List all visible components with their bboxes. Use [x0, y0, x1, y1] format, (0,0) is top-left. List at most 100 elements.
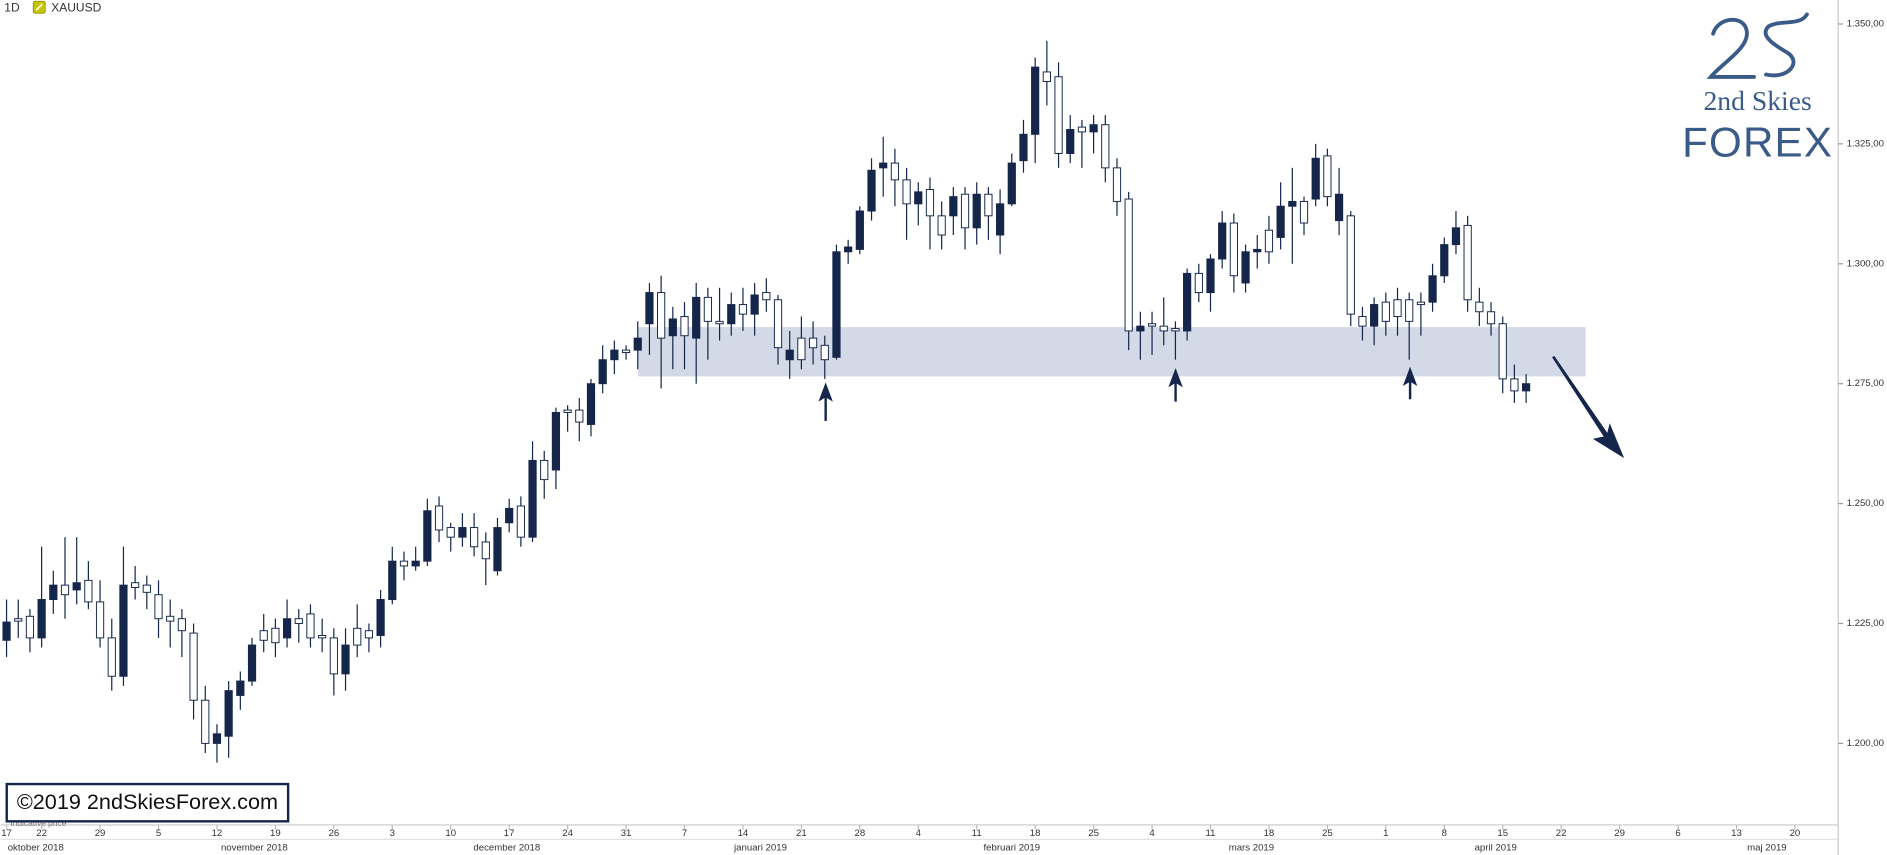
candle-body — [294, 618, 303, 624]
candle-body — [937, 215, 946, 236]
candle-body — [598, 359, 607, 385]
x-tick-label: 29 — [95, 828, 106, 839]
candle-body — [586, 383, 596, 425]
candle-body — [72, 582, 81, 591]
candle-body — [1393, 299, 1402, 318]
candle-body — [364, 630, 374, 639]
x-tick-label: 17 — [504, 828, 515, 839]
candle-body — [1112, 167, 1122, 202]
candle-body — [470, 527, 479, 548]
x-tick-label: 1 — [1383, 828, 1388, 839]
candle-body — [1019, 133, 1028, 162]
candle-body — [621, 349, 631, 353]
candle-body — [1054, 76, 1063, 154]
candle-body — [762, 292, 771, 301]
candle-body — [247, 644, 257, 682]
candle-body — [820, 344, 829, 361]
copyright-box — [5, 782, 290, 823]
candle-body — [703, 296, 712, 322]
candle-body — [1183, 272, 1192, 332]
candle-body — [154, 594, 163, 620]
x-tick-label: 11 — [1206, 828, 1216, 839]
candle-body — [750, 294, 759, 315]
month-label: maj 2019 — [1747, 842, 1787, 853]
candle-body — [318, 635, 327, 639]
candle-body — [259, 630, 268, 641]
x-tick-label: 7 — [682, 828, 687, 839]
candle-body — [376, 599, 385, 636]
candle-body — [610, 349, 619, 361]
y-tick-label: 1.300,00 — [1847, 258, 1884, 269]
candle-body — [879, 162, 888, 169]
candle-body — [1147, 323, 1157, 327]
candle-body — [329, 637, 338, 675]
symbol-icon-glyph — [35, 3, 43, 11]
logo-mark — [1706, 12, 1809, 79]
x-tick-label: 12 — [212, 828, 223, 839]
logo-stroke — [1706, 17, 1756, 79]
x-tick-label: 13 — [1731, 828, 1742, 839]
month-label: april 2019 — [1475, 842, 1517, 853]
candle-body — [633, 337, 642, 351]
x-tick-label: 22 — [1556, 828, 1567, 839]
candle-body — [282, 618, 292, 639]
x-tick-label: 4 — [916, 828, 922, 839]
x-tick-label: 18 — [1030, 828, 1041, 839]
x-tick-label: 21 — [796, 828, 807, 839]
candle-body — [1089, 124, 1098, 133]
candle-body — [984, 193, 993, 217]
candle-body — [1229, 222, 1238, 277]
candle-body — [1440, 244, 1449, 277]
candle-body — [738, 304, 748, 315]
candle-body — [1428, 275, 1437, 303]
candle-body — [797, 337, 806, 361]
x-tick-label: 11 — [972, 828, 982, 839]
x-tick-label: 29 — [1614, 828, 1625, 839]
candle-body — [2, 621, 11, 641]
candle-body — [423, 510, 432, 562]
x-tick-label: 6 — [1675, 828, 1680, 839]
candle-body — [1498, 323, 1507, 380]
x-tick-label: 17 — [1, 828, 12, 839]
candle-body — [177, 618, 186, 632]
candle-body — [528, 459, 537, 538]
candle-body — [949, 196, 958, 217]
candle-body — [388, 560, 397, 600]
y-tick-label: 1.225,00 — [1847, 618, 1884, 629]
candle-body — [95, 601, 105, 639]
candle-body — [1334, 193, 1344, 222]
candle-body — [668, 318, 677, 337]
candle-body — [645, 292, 654, 325]
candle-body — [1124, 198, 1133, 332]
candle-body — [25, 615, 35, 639]
y-tick-label: 1.325,00 — [1847, 138, 1884, 149]
candle-body — [925, 188, 935, 217]
candle-body — [481, 541, 490, 560]
candle-body — [341, 644, 350, 675]
brand-forex: FOREX — [1682, 119, 1833, 166]
candle-body — [1311, 157, 1320, 200]
candle-body — [1323, 155, 1332, 198]
candle-body — [832, 251, 841, 358]
candle-body — [727, 304, 736, 325]
x-tick-label: 15 — [1497, 828, 1508, 839]
candle-body — [844, 246, 853, 253]
candle-body — [680, 316, 689, 337]
candle-body — [563, 409, 572, 413]
x-tick-label: 19 — [270, 828, 281, 839]
candle-body — [434, 505, 444, 531]
candle-body — [1381, 301, 1390, 322]
candle-body — [1510, 378, 1519, 392]
candle-body — [458, 527, 467, 538]
annotation-arrows — [818, 355, 1625, 459]
candle-body — [1159, 325, 1168, 332]
y-tick-label: 1.350,00 — [1847, 19, 1884, 30]
month-label: januari 2019 — [733, 842, 787, 853]
candle-body — [1077, 126, 1087, 133]
candle-body — [189, 632, 198, 701]
candle-body — [867, 169, 876, 212]
candle-body — [1475, 301, 1484, 313]
candle-body — [166, 615, 175, 622]
candle-body — [37, 599, 46, 639]
month-label: november 2018 — [221, 842, 288, 853]
